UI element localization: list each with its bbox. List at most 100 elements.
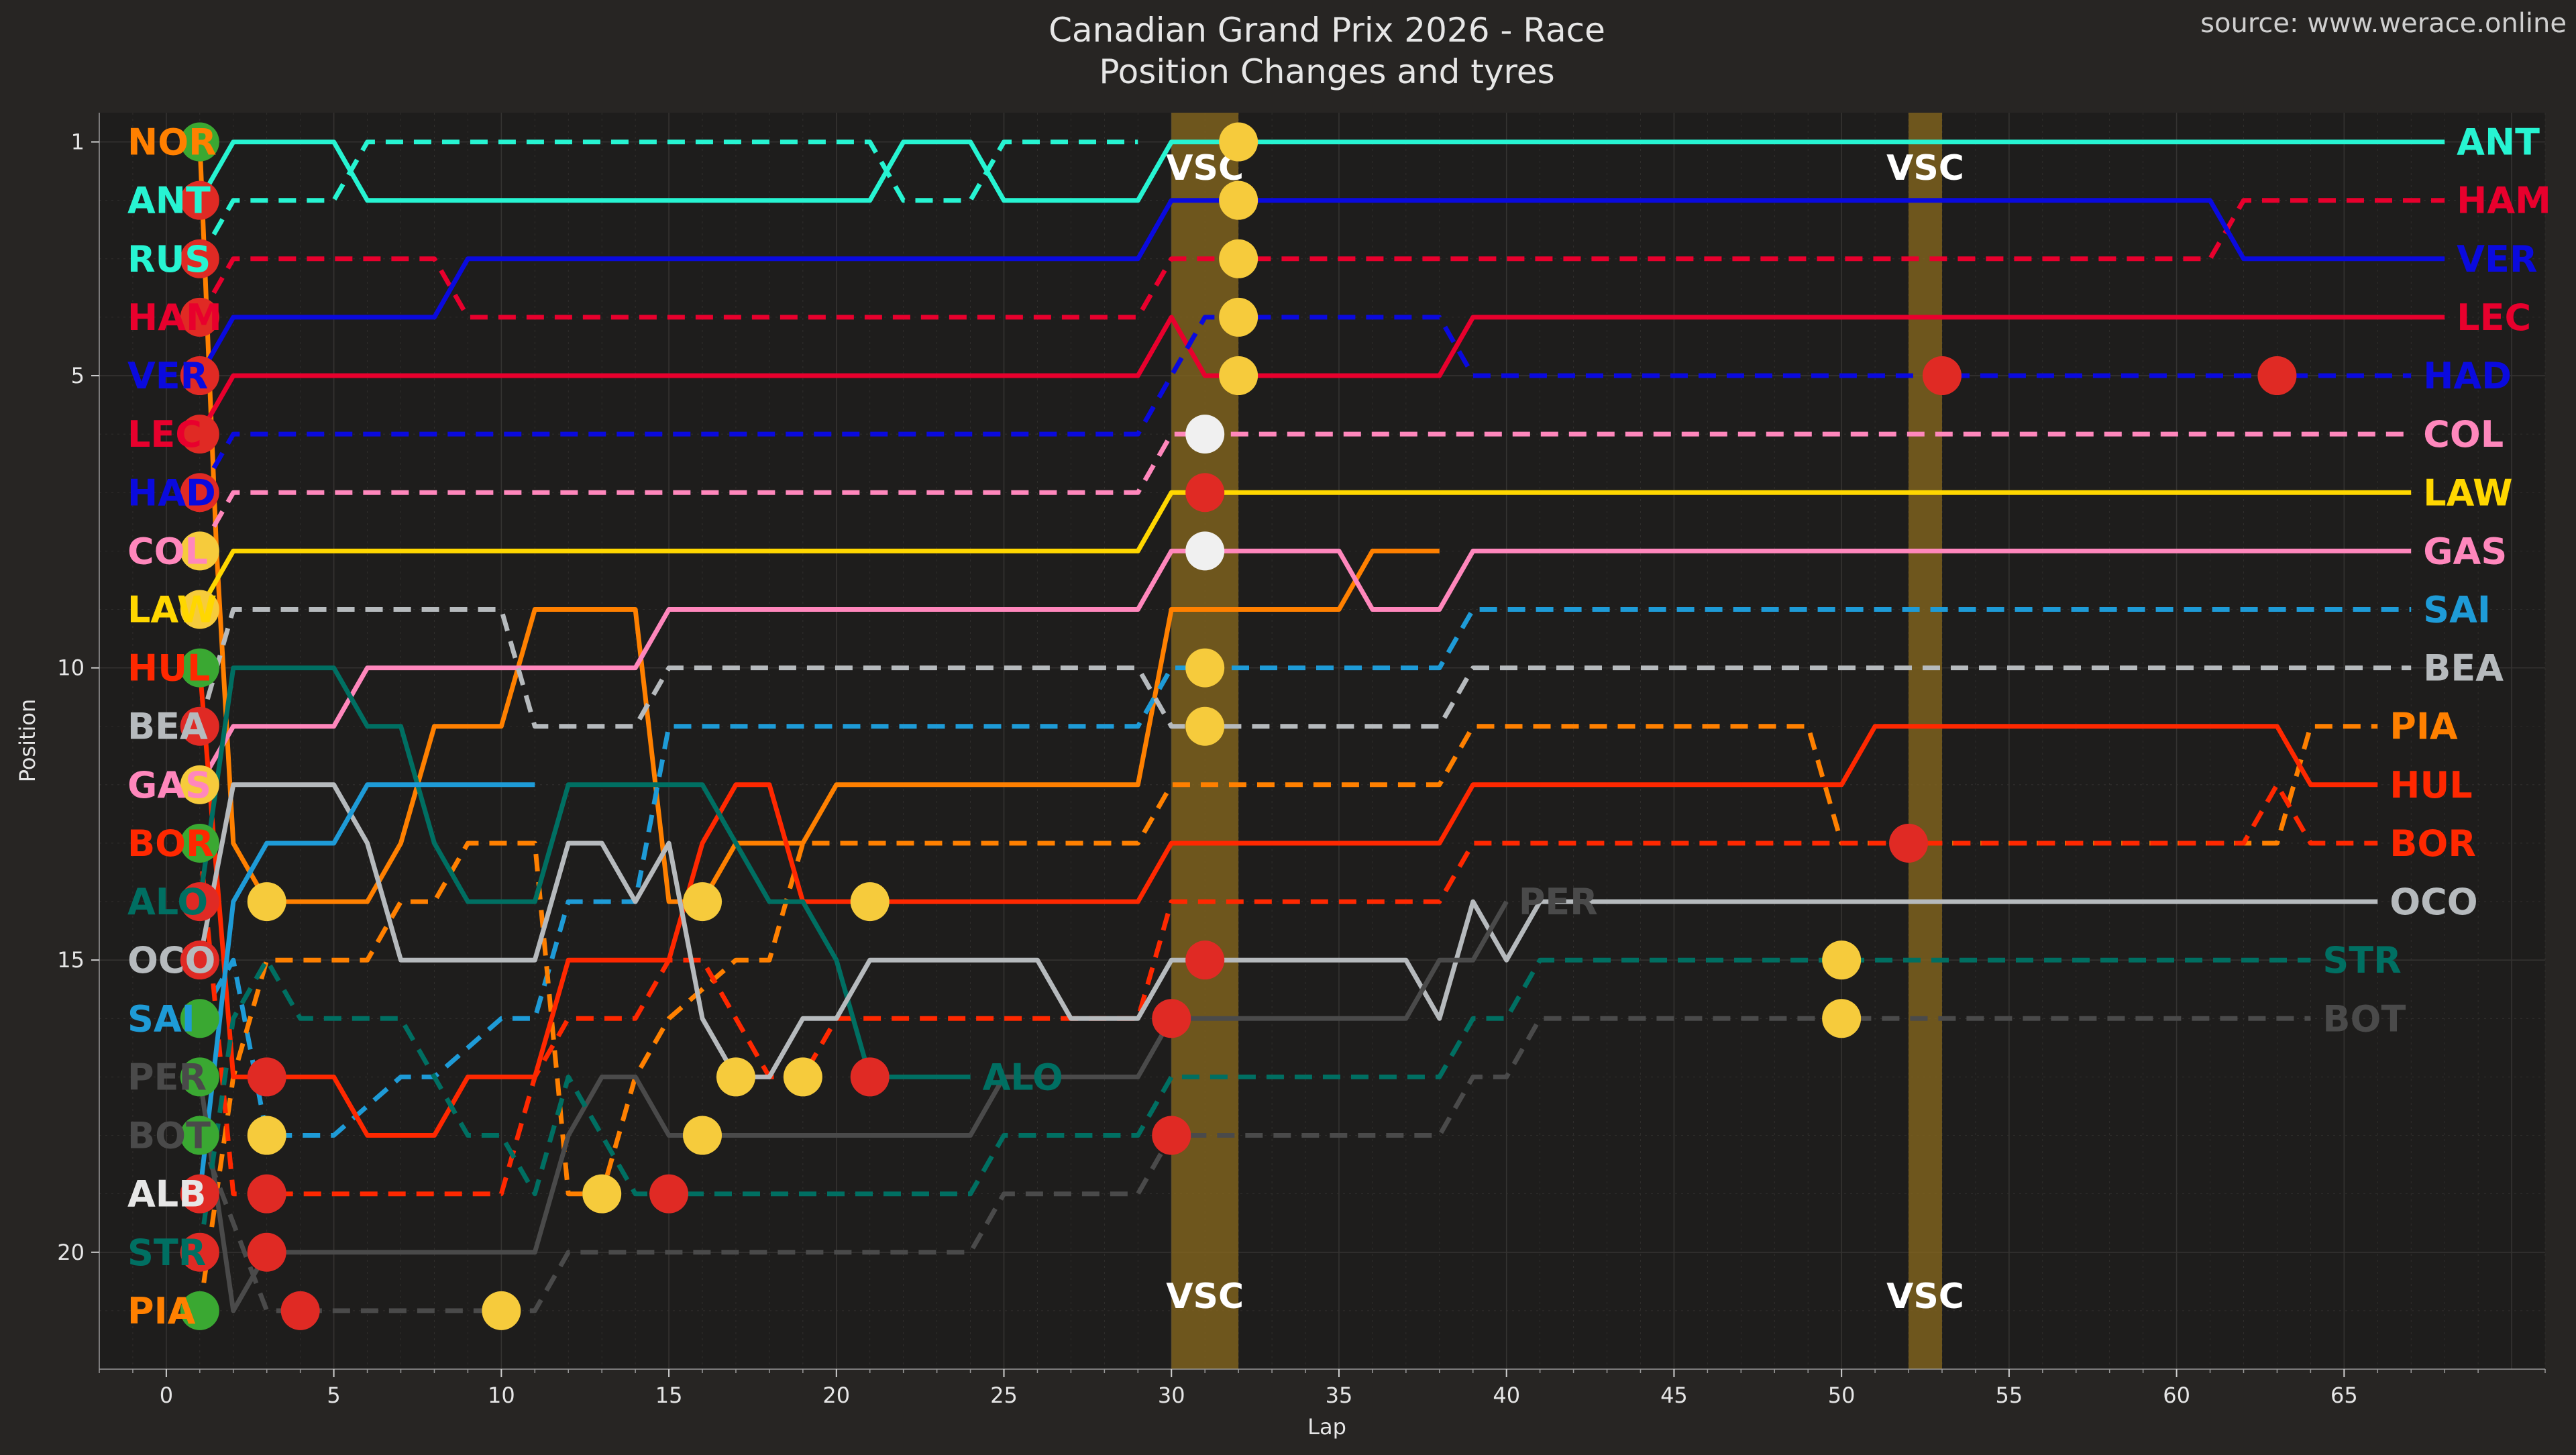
y-tick-label: 10	[57, 655, 85, 681]
series-line-ant	[197, 140, 2445, 203]
tyre-marker-medium	[1822, 940, 1862, 980]
start-label-str: STR	[127, 1232, 206, 1274]
end-label-alo: ALO	[983, 1056, 1063, 1098]
tyre-marker-medium	[180, 590, 219, 629]
start-label-alb: ALB	[127, 1173, 206, 1216]
end-label-bot: BOT	[2322, 998, 2406, 1040]
tyre-marker-medium	[1822, 999, 1862, 1038]
series-line-ver	[197, 198, 2445, 377]
tyre-marker-medium	[582, 1174, 622, 1214]
series-line-bea	[197, 607, 2412, 729]
tyre-marker-soft	[1889, 823, 1929, 863]
start-label-ant: ANT	[127, 180, 211, 222]
series-line-ham	[197, 198, 2445, 320]
start-label-bea: BEA	[127, 706, 208, 748]
tyre-marker-medium	[1219, 356, 1258, 396]
series-line-alo	[197, 665, 971, 1079]
y-tick-label: 15	[57, 947, 85, 973]
tyre-marker-medium	[180, 765, 219, 804]
tyre-marker-medium	[1219, 122, 1258, 162]
vsc-label-bottom: VSC	[1886, 1277, 1964, 1317]
end-label-ant: ANT	[2457, 121, 2540, 164]
chart-title: Canadian Grand Prix 2026 - Race	[1049, 11, 1605, 50]
tyre-marker-inter	[180, 1291, 219, 1330]
tyre-marker-medium	[683, 1116, 722, 1155]
end-label-oco: OCO	[2390, 881, 2477, 923]
x-tick-label: 60	[2163, 1383, 2190, 1408]
end-label-pia: PIA	[2390, 706, 2458, 748]
plot-area	[99, 113, 2545, 1369]
tyre-marker-soft	[247, 1057, 286, 1097]
start-label-alo: ALO	[127, 881, 208, 923]
start-label-ham: HAM	[127, 297, 222, 339]
start-label-oco: OCO	[127, 939, 215, 981]
end-label-per: PER	[1519, 881, 1598, 923]
y-tick-label: 5	[71, 363, 85, 388]
tyre-marker-medium	[1185, 706, 1225, 746]
x-axis-label: Lap	[1307, 1414, 1346, 1440]
end-label-lec: LEC	[2457, 297, 2531, 339]
end-label-ham: HAM	[2457, 180, 2551, 222]
series-line-oco	[197, 782, 2378, 1079]
start-label-per: PER	[127, 1056, 207, 1098]
tyre-marker-medium	[1185, 648, 1225, 688]
end-label-hul: HUL	[2390, 764, 2472, 806]
tyre-marker-inter	[180, 999, 219, 1038]
start-label-ver: VER	[127, 355, 208, 397]
tyre-marker-soft	[180, 180, 219, 220]
x-tick-label: 15	[655, 1383, 683, 1408]
tyre-marker-soft	[1185, 940, 1225, 980]
x-tick-label: 10	[488, 1383, 515, 1408]
tyre-marker-soft	[180, 239, 219, 278]
tyre-marker-inter	[180, 122, 219, 162]
x-tick-label: 50	[1828, 1383, 1856, 1408]
series-lines	[197, 140, 2445, 1313]
tyre-marker-medium	[482, 1291, 521, 1330]
tyre-marker-medium	[1219, 297, 1258, 337]
start-label-law: LAW	[127, 588, 217, 631]
series-line-rus	[197, 140, 1138, 260]
x-tick-label: 35	[1326, 1383, 1353, 1408]
series-line-per	[197, 900, 1509, 1313]
tyre-marker-medium	[1219, 180, 1258, 220]
tyre-marker-medium	[247, 882, 286, 922]
end-label-bea: BEA	[2423, 647, 2504, 690]
series-line-sai	[197, 607, 2412, 1138]
x-tick-label: 20	[822, 1383, 850, 1408]
tyre-marker-soft	[180, 706, 219, 746]
tyre-marker-inter	[180, 648, 219, 688]
tyre-marker-soft	[180, 356, 219, 396]
tyre-marker-soft	[649, 1174, 689, 1214]
tyre-marker-soft	[180, 473, 219, 513]
start-label-rus: RUS	[127, 238, 211, 280]
series-line-law	[197, 490, 2412, 611]
x-tick-label: 25	[990, 1383, 1018, 1408]
tyre-marker-soft	[180, 297, 219, 337]
tyre-marker-medium	[180, 531, 219, 571]
series-line-sai2	[197, 782, 535, 1195]
tyre-marker-soft	[1185, 473, 1225, 513]
series-line-col	[197, 431, 2412, 553]
start-label-sai: SAI	[127, 998, 195, 1040]
tyre-marker-medium	[716, 1057, 755, 1097]
series-line-hul	[197, 667, 2378, 1138]
tyre-marker-soft	[1152, 999, 1191, 1038]
end-label-bor: BOR	[2390, 822, 2476, 865]
series-line-str	[197, 957, 2311, 1253]
vsc-label-top: VSC	[1886, 148, 1964, 188]
end-label-had: HAD	[2423, 355, 2512, 397]
start-label-pia: PIA	[127, 1290, 196, 1332]
tyre-marker-soft	[280, 1291, 320, 1330]
tyre-marker-soft	[247, 1232, 286, 1272]
start-label-had: HAD	[127, 472, 216, 514]
start-label-bor: BOR	[127, 822, 214, 865]
y-tick-label: 1	[71, 129, 85, 155]
tyre-marker-soft	[850, 1057, 890, 1097]
start-label-gas: GAS	[127, 764, 211, 806]
tyre-markers	[180, 122, 2297, 1330]
chart-subtitle: Position Changes and tyres	[1099, 52, 1554, 91]
x-tick-label: 55	[1996, 1383, 2023, 1408]
end-label-col: COL	[2423, 413, 2504, 455]
vsc-band-2	[1909, 113, 1942, 1369]
x-tick-label: 40	[1493, 1383, 1520, 1408]
